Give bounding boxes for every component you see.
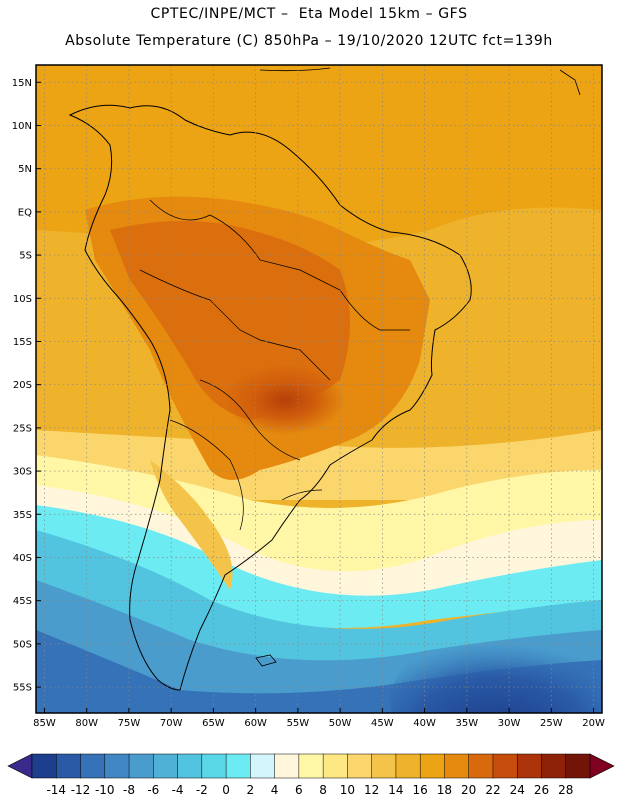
lat-tick-label: EQ: [18, 207, 32, 218]
colorbar-label: 6: [295, 783, 303, 797]
latitude-axis: 15N 10N 5N EQ 5S 10S 15S 20S 25S 30S 35S 40S 45S 50S 5…: [12, 78, 41, 694]
colorbar-swatch: [274, 753, 300, 779]
colorbar-swatch: [153, 753, 179, 779]
colorbar-label: 0: [222, 783, 230, 797]
map-frame: [35, 64, 603, 714]
colorbar-label: 28: [558, 783, 573, 797]
lat-tick-label: 15N: [12, 78, 32, 89]
colorbar-label: 18: [437, 783, 452, 797]
lat-tick-label: 5N: [18, 164, 32, 175]
colorbar-swatch: [516, 753, 543, 779]
lon-tick-label: 60W: [244, 718, 267, 729]
lat-tick-label: 5S: [19, 251, 32, 262]
lat-tick-label: 45S: [13, 596, 32, 607]
lat-tick-label: 10S: [13, 294, 32, 305]
lon-tick-label: 75W: [118, 718, 141, 729]
colorbar-label: 20: [461, 783, 476, 797]
colorbar-swatch: [80, 753, 106, 779]
color-scale: -14 -12 -10 -8 -6 -4 -2 0 2 4 6 8 10 12 14 16 18 20 22 24 26…: [7, 753, 615, 797]
map-title-line-1: CPTEC/INPE/MCT – Eta Model 15km – GFS: [150, 6, 468, 22]
colorbar-swatch: [322, 753, 348, 779]
colorbar-swatch: [395, 753, 421, 779]
colorbar-label: 2: [247, 783, 255, 797]
lat-tick-label: 25S: [13, 423, 32, 434]
colorbar-swatch: [104, 753, 130, 779]
lon-tick-label: 40W: [413, 718, 436, 729]
colorbar-swatch: [419, 753, 445, 779]
colorbar-swatch: [347, 753, 373, 779]
lon-tick-label: 55W: [287, 718, 310, 729]
lon-tick-label: 85W: [33, 718, 56, 729]
lat-tick-label: 35S: [13, 510, 32, 521]
colorbar-swatch: [371, 753, 397, 779]
lon-tick-label: 25W: [540, 718, 563, 729]
colorbar-label: 8: [319, 783, 327, 797]
colorbar-label: -14: [46, 783, 66, 797]
colorbar-label: -2: [196, 783, 208, 797]
colorbar-swatch: [201, 753, 227, 779]
colorbar-swatch: [177, 753, 203, 779]
lat-tick-label: 15S: [13, 337, 32, 348]
colorbar-swatch: [492, 753, 518, 779]
colorbar-label: -12: [71, 783, 91, 797]
lon-tick-label: 45W: [371, 718, 394, 729]
colorbar-label: -4: [172, 783, 184, 797]
colorbar-swatch: [31, 753, 57, 779]
lon-tick-label: 30W: [498, 718, 521, 729]
colorbar-label: 22: [485, 783, 500, 797]
colorbar-label: -8: [123, 783, 135, 797]
colorbar-swatch: [468, 753, 494, 779]
lon-tick-label: 70W: [160, 718, 183, 729]
lat-tick-label: 55S: [13, 683, 32, 694]
lon-tick-label: 50W: [329, 718, 352, 729]
colorbar-swatch: [128, 753, 154, 779]
graticule: [36, 65, 602, 713]
lat-tick-label: 50S: [13, 639, 32, 650]
colorbar-swatch: [541, 753, 567, 779]
colorbar-swatch: [298, 753, 324, 779]
colorbar-swatch: [225, 753, 251, 779]
colorbar-label: 14: [388, 783, 403, 797]
colorbar-swatch: [565, 753, 591, 779]
colorbar-swatch: [56, 753, 82, 779]
colorbar-label: 26: [534, 783, 549, 797]
lat-tick-label: 40S: [13, 553, 32, 564]
coastline: [68, 67, 581, 691]
lat-tick-label: 20S: [13, 380, 32, 391]
map-title-line-2: Absolute Temperature (C) 850hPa – 19/10/…: [65, 33, 553, 49]
lon-tick-label: 20W: [582, 718, 605, 729]
lon-tick-label: 80W: [75, 718, 98, 729]
temperature-field: [36, 65, 602, 713]
colorbar-label: -10: [95, 783, 115, 797]
colorbar-label: 12: [364, 783, 379, 797]
longitude-axis: 85W 80W 75W 70W 65W 60W 55W 50W 45W 40W 35W 30W 25W 2…: [33, 708, 605, 729]
colorbar-label: 10: [340, 783, 355, 797]
colorbar-low-arrow: [7, 753, 33, 779]
colorbar-label: 4: [271, 783, 279, 797]
colorbar-swatch: [250, 753, 276, 779]
colorbar-label: -6: [147, 783, 159, 797]
lat-tick-label: 30S: [13, 467, 32, 478]
colorbar-label: 16: [413, 783, 428, 797]
colorbar-label: 24: [510, 783, 525, 797]
colorbar-high-arrow: [589, 753, 615, 779]
lat-tick-label: 10N: [12, 121, 32, 132]
colorbar-swatch: [444, 753, 470, 779]
lon-tick-label: 35W: [456, 718, 479, 729]
lon-tick-label: 65W: [202, 718, 225, 729]
